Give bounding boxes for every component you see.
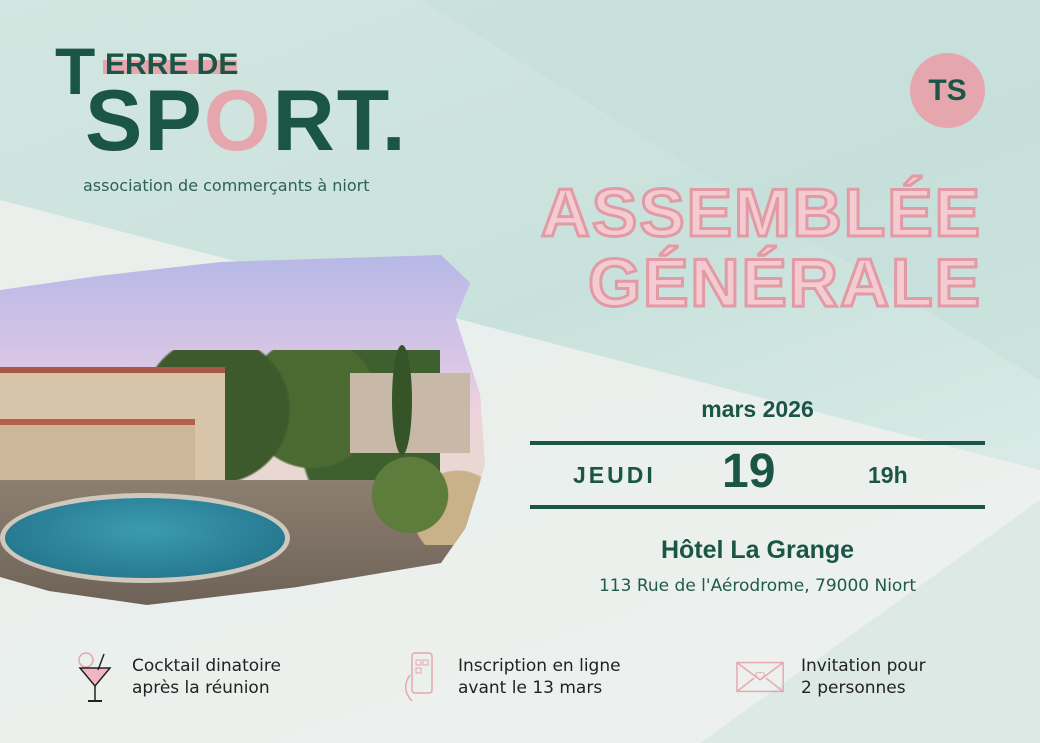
feature-line-1: Cocktail dinatoire (132, 656, 281, 676)
divider-bottom (530, 505, 985, 509)
envelope-heart-icon (736, 661, 784, 693)
feature-registration: Inscription en ligne avant le 13 mars (400, 650, 621, 704)
event-time: 19h (868, 462, 908, 488)
feature-invitation: Invitation pour 2 personnes (735, 650, 926, 704)
terre-de-sport-logo: T ERRE DE SPORT. association de commerça… (55, 34, 408, 198)
event-month: mars 2026 (701, 396, 814, 422)
logo-sport-sp: SP (85, 73, 204, 169)
logo-sport-o: O (203, 73, 273, 169)
logo-terre-de: ERRE DE (105, 48, 239, 81)
logo-sport-rt: RT. (272, 73, 408, 169)
feature-line-1: Invitation pour (801, 656, 926, 676)
feature-line-2: 2 personnes (801, 678, 906, 698)
logo-highlight-bar (103, 60, 237, 74)
divider-top (530, 441, 985, 445)
event-title: ASSEMBLÉE GÉNÉRALE (539, 175, 982, 321)
event-venue: Hôtel La Grange (660, 536, 855, 564)
phone-qr-icon (405, 652, 433, 702)
event-address: 113 Rue de l'Aérodrome, 79000 Niort (598, 576, 916, 596)
logo-sport: SPORT. (85, 78, 408, 164)
title-line-2: GÉNÉRALE (587, 245, 982, 321)
title-line-1: ASSEMBLÉE (539, 175, 982, 251)
feature-line-2: avant le 13 mars (458, 678, 603, 698)
event-day: 19 (722, 445, 776, 498)
cocktail-icon (78, 652, 112, 702)
logo-letter-t: T (55, 34, 96, 108)
hotel-photo (0, 255, 486, 605)
ts-badge-logo: TS (910, 53, 985, 128)
feature-line-1: Inscription en ligne (458, 656, 621, 676)
pool (0, 493, 290, 583)
feature-line-2: après la réunion (132, 678, 270, 698)
event-weekday: JEUDI (573, 462, 656, 488)
logo-tagline: association de commerçants à niort (83, 176, 370, 195)
feature-cocktail: Cocktail dinatoire après la réunion (74, 650, 281, 704)
